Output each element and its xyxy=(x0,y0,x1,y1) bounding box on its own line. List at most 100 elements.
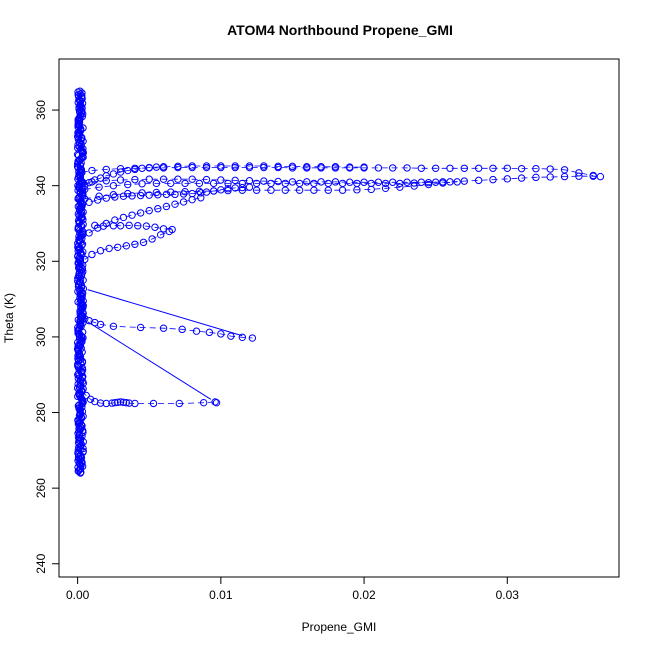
data-point xyxy=(209,187,218,195)
data-points xyxy=(73,87,605,477)
data-point xyxy=(171,200,179,208)
data-point xyxy=(224,186,232,195)
data-point xyxy=(76,87,84,95)
data-point xyxy=(338,186,347,194)
data-point xyxy=(188,175,196,183)
data-point xyxy=(122,398,131,407)
data-point xyxy=(152,163,161,171)
data-point xyxy=(209,179,218,188)
data-point xyxy=(245,183,254,191)
data-point xyxy=(431,178,440,186)
data-point xyxy=(124,166,132,175)
data-point xyxy=(138,164,146,172)
data-point xyxy=(128,211,136,219)
data-point xyxy=(109,222,118,230)
data-point xyxy=(154,191,162,199)
data-point xyxy=(381,179,390,188)
data-point xyxy=(489,164,497,172)
data-point xyxy=(374,164,383,172)
data-point xyxy=(181,179,189,188)
data-point xyxy=(303,178,311,186)
data-point xyxy=(227,332,235,340)
data-point xyxy=(389,164,397,172)
data-point xyxy=(171,190,179,199)
data-point xyxy=(131,240,139,248)
y-tick-label: 280 xyxy=(34,402,48,422)
data-point xyxy=(274,163,282,172)
data-point xyxy=(114,243,122,251)
data-point xyxy=(238,186,247,194)
data-point xyxy=(88,178,96,186)
data-point xyxy=(93,196,102,204)
data-point xyxy=(503,175,511,183)
data-point xyxy=(317,178,325,186)
data-point xyxy=(174,163,182,172)
data-point xyxy=(446,178,454,186)
data-point xyxy=(410,182,418,190)
data-point xyxy=(102,165,110,174)
data-point xyxy=(142,222,151,230)
data-point xyxy=(159,164,168,172)
data-point xyxy=(560,166,569,174)
data-point xyxy=(162,202,171,211)
data-point xyxy=(78,199,86,208)
data-point xyxy=(374,178,383,186)
data-point xyxy=(410,179,418,187)
data-point xyxy=(446,164,454,172)
data-point xyxy=(136,323,145,332)
data-point xyxy=(188,195,196,204)
data-point xyxy=(360,178,368,186)
data-point xyxy=(139,238,148,247)
data-point xyxy=(178,325,186,334)
connecting-line xyxy=(87,289,243,337)
data-point xyxy=(546,173,554,181)
y-tick-label: 340 xyxy=(34,175,48,195)
data-point xyxy=(114,398,122,407)
data-point xyxy=(131,399,139,408)
data-point xyxy=(192,327,201,335)
series-line xyxy=(81,391,217,404)
data-point xyxy=(78,92,86,100)
data-point xyxy=(224,179,232,188)
data-point xyxy=(231,176,239,185)
data-point xyxy=(231,163,239,172)
data-point xyxy=(167,179,175,188)
data-point xyxy=(167,188,175,196)
data-point xyxy=(116,176,125,184)
data-point xyxy=(260,163,268,172)
data-point xyxy=(199,398,208,407)
data-point xyxy=(474,176,483,185)
data-point xyxy=(197,194,205,202)
data-point xyxy=(205,328,214,337)
y-axis-label: Theta (K) xyxy=(2,293,16,343)
data-point xyxy=(260,177,268,185)
data-point xyxy=(303,164,311,172)
data-point xyxy=(517,174,526,182)
data-point xyxy=(159,175,168,183)
x-axis-label: Propene_GMI xyxy=(302,620,377,634)
data-point xyxy=(131,175,139,184)
data-point xyxy=(95,183,103,191)
data-point xyxy=(149,399,158,408)
x-tick-label: 0.03 xyxy=(496,588,520,602)
data-point xyxy=(85,229,93,237)
data-point xyxy=(381,184,390,193)
data-point xyxy=(346,164,354,172)
data-point xyxy=(274,177,282,186)
data-point xyxy=(575,172,583,180)
data-point xyxy=(109,322,118,331)
data-point xyxy=(78,191,86,199)
data-point xyxy=(417,178,426,186)
data-point xyxy=(85,198,93,207)
y-tick-label: 240 xyxy=(34,553,48,573)
data-point xyxy=(105,244,113,253)
data-point xyxy=(156,231,165,239)
data-point xyxy=(231,184,239,192)
series-line xyxy=(84,231,170,260)
data-point xyxy=(116,164,125,173)
data-point xyxy=(238,183,247,192)
data-point xyxy=(131,164,139,172)
data-point xyxy=(403,178,411,186)
data-point xyxy=(86,395,95,403)
